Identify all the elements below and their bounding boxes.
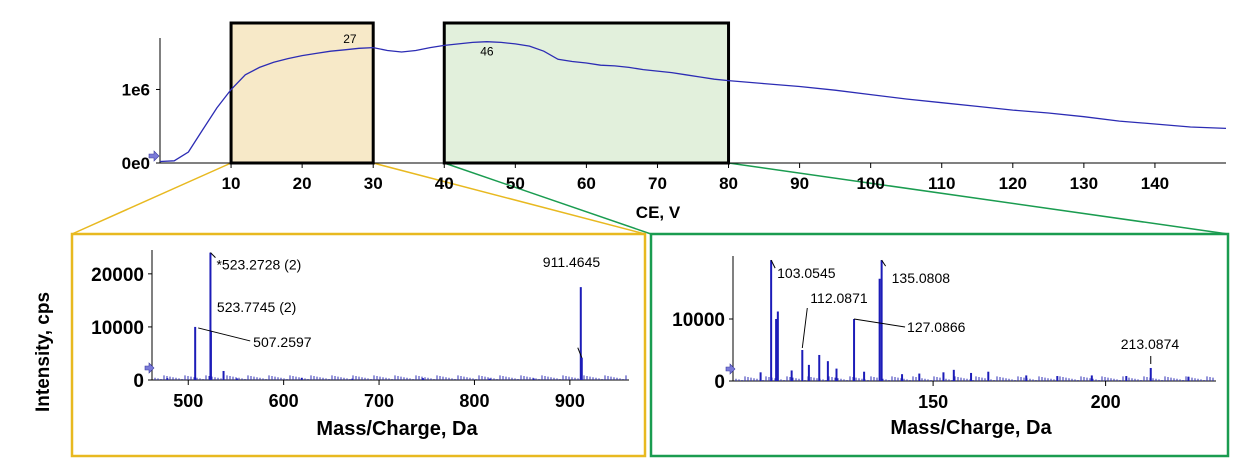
peak-label-leader (770, 259, 776, 269)
left-y-tick-label: 20000 (91, 265, 144, 286)
top-x-tick-label: 60 (577, 174, 596, 193)
top-x-axis-label: CE, V (636, 203, 681, 222)
peak-label-leader (801, 307, 808, 349)
left-baseline-marker-icon (144, 362, 155, 374)
top-y-tick-label: 0e0 (122, 154, 150, 173)
peak-label-leader (853, 318, 906, 328)
peak-label: 911.4645 (543, 254, 601, 270)
zoom-connector-line (728, 162, 1229, 235)
left-x-axis-label: Mass/Charge, Da (316, 418, 478, 440)
left-baseline-noise (154, 375, 627, 380)
left-x-tick-label: 700 (364, 391, 394, 411)
top-x-tick-label: 90 (790, 174, 809, 193)
left-spectrum: 500 600 700 800 900 0 10000 20000 *523.2728 (2)… (70, 232, 647, 458)
right-spectrum-frame (649, 232, 1230, 458)
top-peak-annotation: 46 (480, 45, 494, 59)
top-x-tick-label: 100 (856, 174, 884, 193)
top-x-tick-label: 20 (293, 174, 312, 193)
top-x-tick-label: 70 (648, 174, 667, 193)
top-x-tick-label: 40 (435, 174, 454, 193)
peak-label: *523.2728 (2) (216, 257, 301, 273)
peak-label-leader (577, 347, 583, 358)
peak-label: 103.0545 (777, 265, 836, 281)
zoom-region-1 (229, 21, 375, 165)
zoom-connector-line (444, 162, 652, 235)
right-baseline-noise (735, 376, 1214, 381)
right-x-tick-label: 200 (1091, 392, 1121, 412)
left-spectrum-frame (70, 232, 647, 458)
top-x-tick-label: 140 (1141, 174, 1169, 193)
peak-label: 135.0808 (892, 270, 951, 286)
left-y-tick-label: 10000 (91, 318, 144, 339)
zoom-connector-line (373, 162, 646, 235)
top-x-tick-label: 80 (719, 174, 738, 193)
peak-label: 507.2597 (253, 334, 312, 350)
zoom-connector-line (71, 162, 232, 235)
left-x-tick-label: 800 (459, 391, 489, 411)
right-y-tick-label: 10000 (672, 310, 725, 331)
collision-energy-plot: 10 20 30 40 50 60 70 80 90 100 110 120 130 1400e01e6 … (122, 21, 1227, 222)
left-x-tick-label: 500 (173, 391, 203, 411)
top-series-line (159, 41, 1227, 163)
right-x-tick-label: 150 (918, 392, 948, 412)
zoom-connectors (71, 162, 1229, 235)
top-x-tick-label: 120 (999, 174, 1027, 193)
right-baseline-marker-icon (725, 363, 736, 375)
left-x-tick-label: 900 (555, 391, 585, 411)
peak-label-leader (881, 259, 887, 267)
intensity-axis-label: Intensity, cps (33, 292, 54, 412)
top-x-tick-label: 30 (364, 174, 383, 193)
top-x-tick-label: 10 (222, 174, 241, 193)
top-baseline-marker-icon (148, 150, 160, 162)
right-spectrum: 150 200 0 10000 103.0545 112.0871 127.0866 135… (649, 232, 1230, 458)
left-x-tick-label: 600 (269, 391, 299, 411)
right-x-axis-label: Mass/Charge, Da (890, 417, 1052, 439)
top-x-tick-label: 130 (1070, 174, 1098, 193)
top-x-tick-label: 110 (928, 174, 955, 193)
peak-label: 112.0871 (810, 290, 868, 306)
top-peak-annotation: 27 (343, 32, 357, 46)
top-x-tick-label: 50 (506, 174, 525, 193)
peak-label: 523.7745 (2) (217, 299, 296, 315)
right-y-tick-label: 0 (714, 372, 725, 393)
peak-label-leader (210, 252, 216, 258)
left-y-tick-label: 0 (133, 371, 144, 392)
peak-label-leader (198, 327, 251, 342)
peak-label: 213.0874 (1121, 336, 1180, 352)
peak-label: 127.0866 (907, 319, 966, 335)
top-y-tick-label: 1e6 (122, 80, 150, 99)
